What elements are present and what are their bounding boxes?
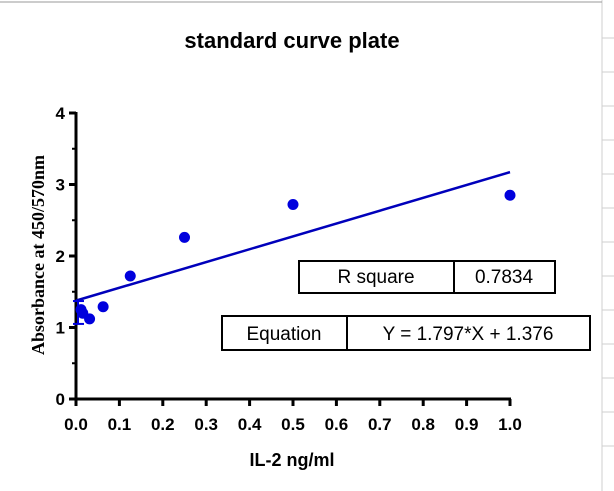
y-tick-label: 4	[56, 104, 66, 123]
x-tick-label: 0.9	[455, 415, 479, 434]
x-tick-labels: 0.0 0.1 0.2 0.3 0.4 0.5 0.6 0.7 0.8 0.9 1.0	[64, 415, 522, 434]
x-axis-label: IL-2 ng/ml	[250, 450, 335, 470]
y-tick-labels: 0 1 2 3 4	[56, 104, 66, 409]
y-tick-label: 3	[56, 176, 65, 195]
equation-box: Equation Y = 1.797*X + 1.376	[221, 315, 591, 351]
x-tick-label: 0.7	[368, 415, 392, 434]
data-point	[84, 313, 96, 325]
r-square-box: R square 0.7834	[298, 260, 556, 294]
equation-value: Y = 1.797*X + 1.376	[383, 324, 554, 345]
fit-line	[75, 170, 511, 302]
x-tick-label: 0.3	[194, 415, 218, 434]
r-square-label: R square	[337, 267, 414, 288]
y-tick-label: 2	[56, 247, 65, 266]
data-point	[97, 301, 109, 313]
equation-label: Equation	[246, 324, 321, 345]
y-tick-label: 1	[56, 319, 65, 338]
x-tick-label: 0.6	[325, 415, 349, 434]
x-tick-label: 0.0	[64, 415, 88, 434]
chart-title: standard curve plate	[184, 28, 399, 53]
data-point	[504, 189, 516, 201]
y-axis-label: Absorbance at 450/570nm	[28, 155, 48, 355]
x-tick-label: 1.0	[498, 415, 522, 434]
x-tick-label: 0.2	[151, 415, 175, 434]
x-tick-label: 0.4	[238, 415, 262, 434]
axes	[69, 111, 512, 406]
r-square-value: 0.7834	[475, 267, 534, 288]
x-tick-label: 0.8	[411, 415, 435, 434]
x-tick-label: 0.5	[281, 415, 305, 434]
data-point	[124, 270, 136, 282]
data-points	[73, 189, 516, 325]
y-tick-label: 0	[56, 390, 65, 409]
data-point	[179, 231, 190, 243]
regression-line	[75, 170, 511, 302]
data-point	[287, 199, 299, 211]
x-tick-label: 0.1	[108, 415, 132, 434]
